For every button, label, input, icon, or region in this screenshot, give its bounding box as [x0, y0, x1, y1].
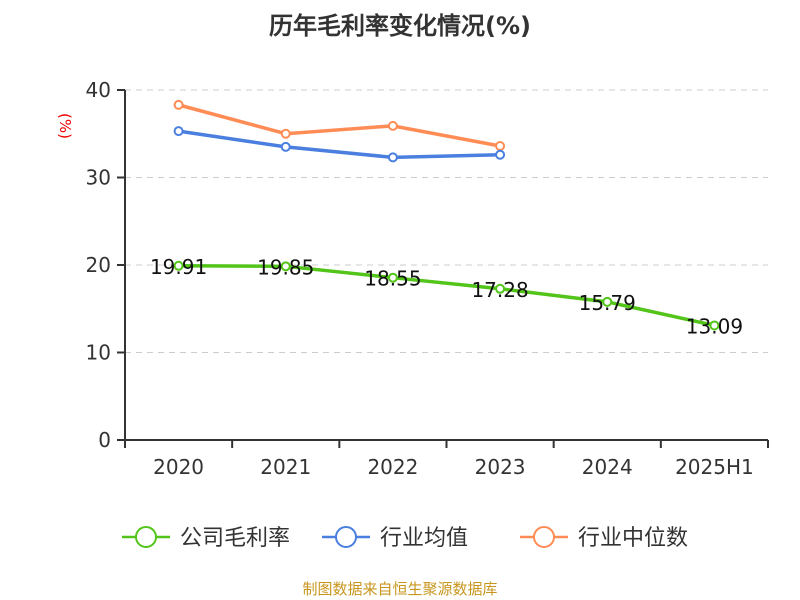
data-point — [173, 126, 184, 137]
x-tick-label: 2023 — [475, 455, 526, 479]
data-point — [387, 152, 398, 163]
data-label: 19.85 — [257, 255, 314, 279]
y-tick-label: 0 — [98, 428, 111, 452]
data-point — [602, 296, 613, 307]
data-point — [387, 272, 398, 283]
data-point — [280, 261, 291, 272]
data-point — [495, 283, 506, 294]
data-point — [709, 320, 720, 331]
data-point — [280, 128, 291, 139]
y-axis-label: (%) — [56, 113, 74, 139]
legend-label: 行业中位数 — [578, 526, 688, 551]
series-line — [178, 103, 501, 148]
data-point — [387, 120, 398, 131]
y-tick-label: 30 — [86, 166, 111, 190]
data-point — [173, 260, 184, 271]
x-tick-label: 2024 — [582, 455, 633, 479]
y-tick-label: 10 — [86, 341, 111, 365]
data-label: 13.09 — [686, 314, 743, 338]
x-tick-label: 2021 — [260, 455, 311, 479]
data-label: 18.55 — [364, 267, 421, 291]
data-label: 15.79 — [579, 291, 636, 315]
legend-marker — [335, 526, 357, 548]
legend-label: 行业均值 — [380, 526, 468, 551]
data-label: 17.28 — [471, 278, 528, 302]
chart-title: 历年毛利率变化情况(%) — [269, 12, 531, 40]
x-tick-label: 2020 — [153, 455, 204, 479]
data-point — [280, 141, 291, 152]
data-point — [495, 141, 506, 151]
data-point — [495, 149, 506, 160]
series-line — [178, 129, 501, 160]
y-tick-label: 20 — [86, 253, 111, 277]
x-tick-label: 2022 — [367, 455, 418, 479]
legend-marker — [533, 526, 555, 548]
y-tick-label: 40 — [86, 78, 111, 102]
legend-label: 公司毛利率 — [180, 526, 290, 551]
x-tick-label: 2025H1 — [675, 455, 754, 479]
series-line — [178, 264, 715, 328]
legend-marker — [135, 526, 157, 548]
data-label: 19.91 — [150, 255, 207, 279]
data-point — [173, 99, 184, 110]
source-note: 制图数据来自恒生聚源数据库 — [302, 580, 498, 598]
